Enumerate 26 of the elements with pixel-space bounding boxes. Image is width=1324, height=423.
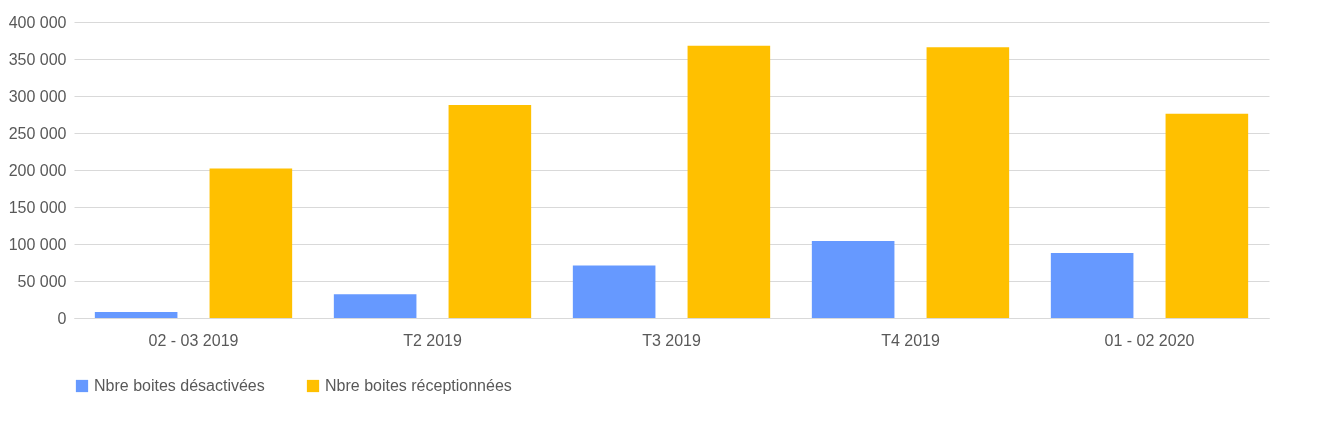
y-tick-label: 250 000 (8, 124, 67, 142)
bar (572, 265, 656, 318)
y-tick-label: 100 000 (8, 235, 67, 253)
legend-label: Nbre boites désactivées (94, 377, 265, 394)
bar (1165, 113, 1249, 318)
x-tick-label: T3 2019 (642, 331, 701, 349)
y-tick-label: 50 000 (17, 272, 67, 290)
y-tick-label: 300 000 (8, 87, 67, 105)
x-tick-label: T4 2019 (881, 331, 940, 349)
legend-label: Nbre boites réceptionnées (325, 377, 512, 394)
y-tick-label: 400 000 (8, 13, 67, 31)
bar (926, 47, 1010, 318)
y-tick-label: 0 (57, 309, 67, 327)
bar (448, 104, 532, 318)
x-tick-label: T2 2019 (403, 331, 462, 349)
y-tick-label: 350 000 (8, 50, 67, 68)
x-tick-label: 02 - 03 2019 (148, 331, 239, 349)
x-tick-label: 01 - 02 2020 (1104, 331, 1195, 349)
bar (687, 45, 771, 318)
bar (1050, 252, 1134, 318)
bar (209, 168, 293, 318)
y-tick-label: 200 000 (8, 161, 67, 179)
y-tick-label: 150 000 (8, 198, 67, 216)
bar (333, 294, 417, 318)
bar (94, 312, 178, 318)
bar (811, 241, 895, 318)
